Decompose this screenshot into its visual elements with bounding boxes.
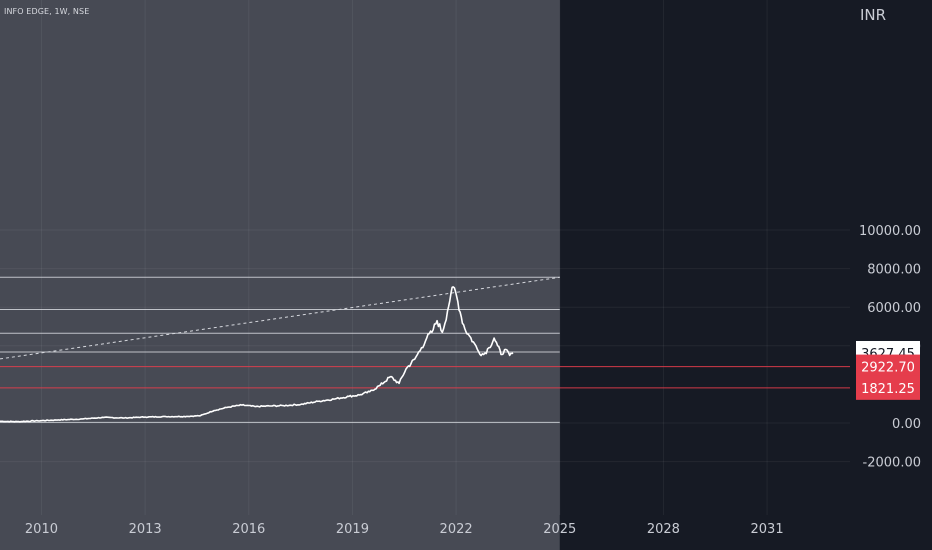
x-tick-label: 2022 [440,522,473,537]
highlight-zone [0,0,560,550]
x-tick-label: 2010 [25,522,58,537]
x-tick-label: 2016 [232,522,265,537]
support-2-label-bg [856,375,920,400]
y-tick-label: -2000.00 [863,456,921,471]
x-tick-label: 2019 [336,522,369,537]
symbol-label: INFO EDGE, 1W, NSE [4,7,90,16]
x-tick-label: 2013 [129,522,162,537]
trendline[interactable] [0,276,560,360]
y-tick-label: 10000.00 [859,224,921,239]
x-tick-label: 2031 [751,522,784,537]
support-1-label-bg [856,354,920,379]
currency-unit: INR [860,6,887,24]
y-tick-label: 0.00 [892,417,921,432]
price-line[interactable] [0,286,514,423]
x-tick-label: 2025 [543,522,576,537]
y-tick-label: 6000.00 [867,301,921,316]
y-tick-label: 8000.00 [867,263,921,278]
support-2-label: 1821.25 [861,382,915,397]
x-tick-label: 2028 [647,522,680,537]
support-1-label: 2922.70 [861,361,915,376]
